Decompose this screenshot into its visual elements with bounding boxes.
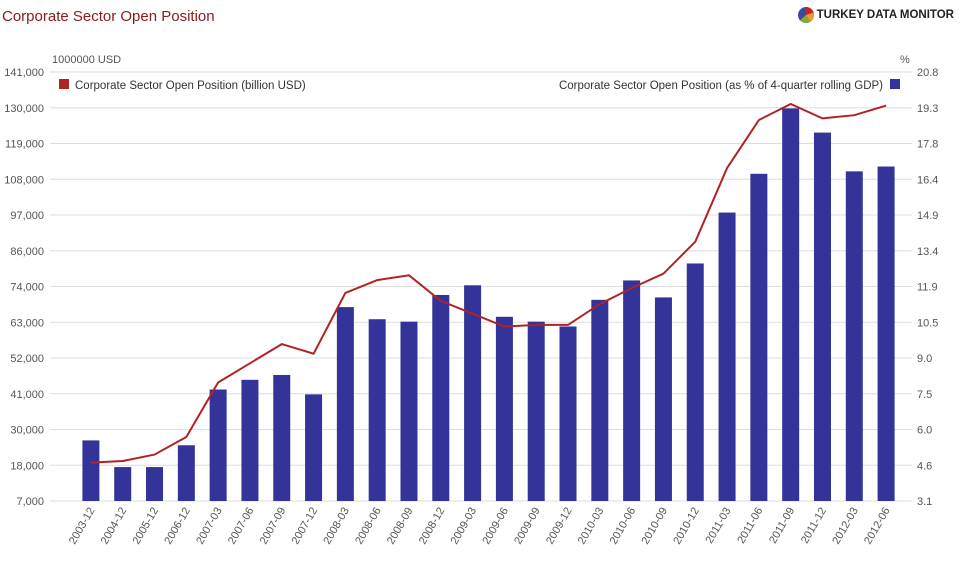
bar [623, 280, 641, 501]
x-tick-label: 2008-12 [417, 506, 448, 547]
right-tick-label: 4.6 [917, 460, 932, 472]
line-series [90, 102, 887, 464]
legend-right-label: Corporate Sector Open Position (as % of … [559, 80, 883, 92]
legend-left-label: Corporate Sector Open Position (billion … [75, 80, 306, 92]
left-tick-label: 52,000 [10, 353, 44, 365]
x-tick-label: 2011-06 [735, 506, 765, 546]
x-tick-label: 2010-03 [576, 506, 607, 547]
x-tick-label: 2012-06 [862, 506, 893, 547]
x-tick-label: 2007-09 [258, 506, 289, 547]
bar [591, 299, 609, 501]
x-tick-label: 2010-12 [671, 506, 702, 547]
bar [273, 374, 291, 501]
left-tick-label: 7,000 [16, 496, 44, 508]
right-tick-label: 11.9 [917, 282, 938, 294]
bar [305, 394, 323, 501]
x-tick-label: 2009-06 [480, 505, 511, 546]
brand: TURKEY DATA MONITOR [797, 6, 954, 24]
right-tick-label: 3.1 [917, 496, 932, 508]
bar [559, 326, 577, 501]
left-tick-label: 141,000 [4, 67, 44, 79]
legend-right-swatch [890, 79, 900, 89]
x-tick-label: 2006-12 [162, 506, 193, 547]
left-tick-label: 41,000 [10, 389, 44, 401]
bar [400, 321, 418, 501]
x-tick-label: 2012-03 [830, 506, 861, 547]
x-tick-label: 2008-06 [353, 506, 384, 547]
left-tick-label: 18,000 [10, 460, 44, 472]
bar [813, 132, 831, 502]
x-tick-label: 2011-12 [799, 506, 829, 546]
left-axis-unit: 1000000 USD [52, 54, 121, 66]
left-tick-label: 30,000 [10, 425, 44, 437]
left-tick-label: 97,000 [10, 210, 44, 222]
x-axis: 2003-12 2004-12 2005-12 2006-12 2007-03 2007-… [67, 505, 893, 546]
x-tick-label: 2011-09 [767, 506, 797, 546]
bar [527, 321, 545, 501]
brand-name: TURKEY DATA MONITOR [816, 9, 954, 21]
left-axis: 141,000 130,000 119,000 108,000 97,000 86,000… [4, 67, 44, 508]
pie-logo-icon [797, 7, 814, 23]
right-axis-unit: % [900, 54, 910, 66]
right-tick-label: 6.0 [917, 425, 932, 437]
right-tick-label: 7.5 [917, 389, 932, 401]
bar [654, 297, 672, 501]
legend-left-swatch [59, 79, 69, 89]
right-tick-label: 13.4 [917, 246, 938, 258]
x-tick-label: 2008-09 [385, 506, 416, 547]
x-tick-label: 2009-03 [449, 506, 480, 547]
x-tick-label: 2007-12 [290, 506, 321, 547]
right-tick-label: 16.4 [917, 174, 938, 186]
left-tick-label: 130,000 [4, 103, 44, 115]
bar [845, 171, 863, 502]
left-tick-label: 119,000 [5, 139, 44, 151]
left-tick-label: 108,000 [4, 174, 44, 186]
left-tick-label: 63,000 [10, 317, 44, 329]
bar [495, 316, 513, 501]
bar [750, 173, 768, 501]
x-tick-label: 2003-12 [67, 506, 98, 547]
x-tick-label: 2011-03 [703, 506, 733, 546]
right-tick-label: 17.8 [917, 139, 938, 151]
bar [368, 319, 386, 501]
x-tick-label: 2010-06 [608, 506, 639, 547]
bar [877, 166, 895, 501]
bar [718, 212, 736, 501]
right-tick-label: 10.5 [917, 317, 938, 329]
bar [114, 467, 132, 501]
bar [82, 440, 100, 501]
right-tick-label: 14.9 [917, 210, 938, 222]
bar [177, 445, 195, 501]
x-tick-label: 2004-12 [99, 506, 130, 547]
bar [209, 389, 227, 501]
x-tick-label: 2007-06 [226, 506, 257, 547]
bar [336, 307, 354, 501]
left-tick-label: 86,000 [10, 246, 44, 258]
right-tick-label: 9.0 [917, 353, 932, 365]
bar [464, 285, 482, 501]
x-tick-label: 2008-03 [321, 506, 352, 547]
x-tick-label: 2010-09 [639, 506, 670, 547]
bar [432, 294, 450, 501]
bar [241, 379, 259, 501]
chart-title: Corporate Sector Open Position [2, 8, 215, 25]
x-tick-label: 2005-12 [131, 506, 162, 547]
x-tick-label: 2007-03 [194, 506, 225, 547]
bar [146, 467, 164, 501]
x-tick-label: 2009-12 [544, 506, 575, 547]
right-tick-label: 19.3 [917, 103, 938, 115]
bar-series [82, 108, 895, 502]
left-tick-label: 74,000 [10, 282, 44, 294]
line-path [90, 102, 887, 464]
bar [782, 108, 800, 502]
x-tick-label: 2009-09 [512, 506, 543, 547]
right-axis: 20.8 19.3 17.8 16.4 14.9 13.4 11.9 10.5 9.0 7.5 6.… [917, 67, 938, 508]
bar [686, 263, 704, 501]
right-tick-label: 20.8 [917, 67, 938, 79]
